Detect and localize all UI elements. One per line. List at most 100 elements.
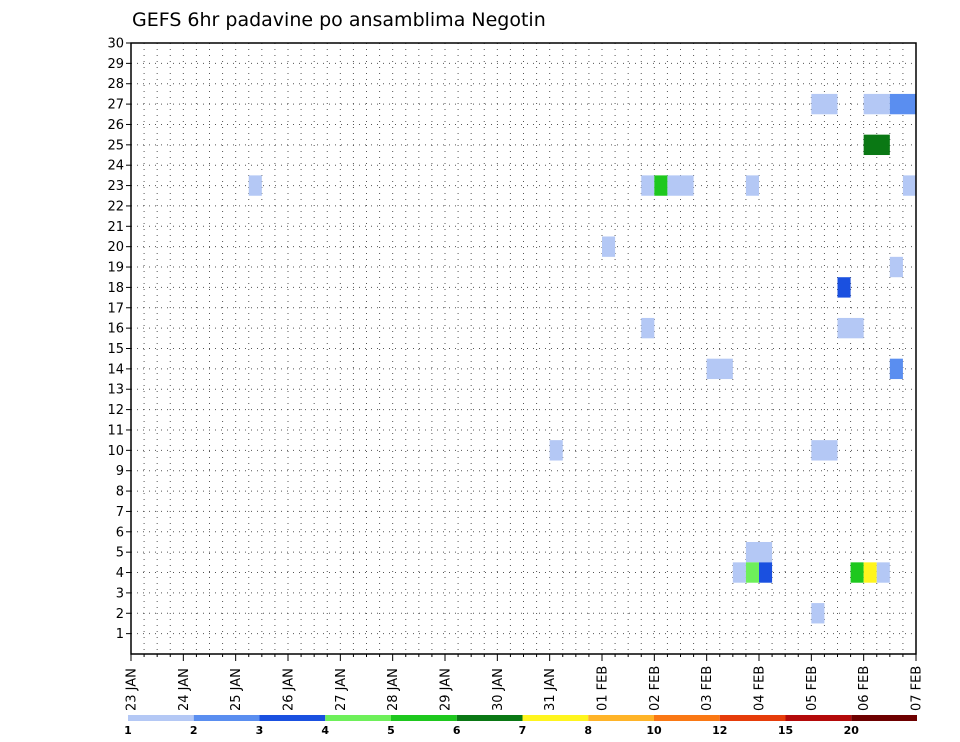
precip-cell	[863, 134, 890, 156]
y-tick-label: 25	[107, 138, 124, 153]
x-tick-label: 01 FEB	[596, 666, 611, 711]
y-tick-label: 13	[107, 383, 124, 398]
precip-cell	[654, 175, 668, 196]
legend-swatch	[128, 715, 194, 721]
legend-label: 15	[778, 724, 793, 737]
y-tick-label: 23	[107, 179, 124, 194]
x-tick-label: 02 FEB	[648, 666, 663, 711]
y-tick-label: 3	[116, 586, 124, 601]
precip-cell	[641, 175, 655, 196]
precip-cell	[732, 562, 746, 583]
precip-cell	[602, 236, 616, 257]
legend-label: 3	[256, 724, 264, 737]
y-tick-label: 28	[107, 77, 124, 92]
y-tick-label: 15	[107, 342, 124, 357]
y-tick-label: 9	[116, 464, 124, 479]
y-axis: 1234567891011121314151617181920212223242…	[107, 37, 131, 642]
x-tick-label: 07 FEB	[910, 666, 925, 711]
x-tick-label: 26 JAN	[282, 668, 297, 711]
legend-label: 1	[124, 724, 132, 737]
y-tick-label: 30	[107, 37, 124, 52]
legend-label: 6	[453, 724, 461, 737]
x-tick-label: 27 JAN	[334, 668, 349, 711]
precip-cell	[759, 562, 773, 583]
x-tick-label: 28 JAN	[386, 668, 401, 711]
precip-cell	[811, 440, 838, 461]
y-tick-label: 4	[116, 566, 124, 581]
x-tick-label: 24 JAN	[177, 668, 192, 711]
precip-cell	[876, 562, 890, 583]
precip-cell	[837, 317, 864, 339]
y-tick-label: 24	[107, 159, 124, 174]
legend-swatch	[325, 715, 391, 721]
legend-label: 5	[387, 724, 395, 737]
legend-label: 12	[712, 724, 727, 737]
precip-cell	[902, 175, 916, 196]
legend-swatch	[654, 715, 720, 721]
precip-cell	[248, 175, 262, 196]
legend-label: 10	[646, 724, 662, 737]
y-tick-label: 16	[107, 322, 124, 337]
y-tick-label: 14	[107, 362, 124, 377]
legend-label: 4	[321, 724, 329, 737]
y-tick-label: 29	[107, 57, 124, 72]
y-tick-label: 6	[116, 525, 124, 540]
legend-swatch	[588, 715, 654, 721]
y-tick-label: 26	[107, 118, 124, 133]
grid-lines	[131, 42, 916, 654]
x-tick-label: 30 JAN	[491, 668, 506, 711]
y-tick-label: 7	[116, 505, 124, 520]
y-tick-label: 12	[107, 403, 124, 418]
precip-cell	[549, 440, 563, 461]
legend-swatch	[456, 715, 523, 721]
legend-label: 8	[584, 724, 592, 737]
legend-swatch	[391, 715, 457, 721]
y-tick-label: 19	[107, 261, 124, 276]
precip-cell	[706, 358, 733, 380]
legend-label: 20	[844, 724, 860, 737]
legend-swatch	[851, 715, 917, 721]
legend-label: 7	[519, 724, 527, 737]
y-tick-label: 11	[107, 423, 124, 438]
x-tick-label: 06 FEB	[857, 666, 872, 711]
legend-swatch	[193, 715, 260, 721]
precip-cell	[745, 541, 773, 563]
precip-cell	[863, 93, 890, 115]
precip-cell	[850, 562, 864, 583]
precip-cell	[889, 358, 903, 380]
precip-cell	[889, 93, 916, 115]
plot-frame	[130, 42, 917, 655]
x-axis: 23 JAN 24 JAN 25 JAN 26 JAN 27 JAN 28 JAN 29 J…	[125, 654, 925, 711]
y-tick-label: 20	[107, 240, 124, 255]
x-tick-label: 23 JAN	[125, 668, 140, 711]
y-tick-label: 10	[107, 444, 124, 459]
precip-cell	[745, 175, 759, 196]
y-tick-label: 18	[107, 281, 124, 296]
y-tick-label: 1	[116, 627, 124, 642]
y-tick-label: 2	[116, 607, 124, 622]
x-tick-label: 04 FEB	[753, 666, 768, 711]
legend-swatch	[522, 715, 589, 721]
x-tick-label: 29 JAN	[439, 668, 454, 711]
precip-cell	[745, 562, 759, 583]
x-tick-label: 25 JAN	[229, 668, 244, 711]
precip-cell	[863, 562, 877, 583]
precipitation-cells	[248, 93, 916, 624]
precip-cell	[811, 603, 825, 624]
x-tick-label: 05 FEB	[805, 666, 820, 711]
chart-title: GEFS 6hr padavine po ansamblima Negotin	[132, 9, 546, 31]
precip-cell	[667, 175, 694, 196]
y-tick-label: 8	[116, 485, 124, 500]
legend-swatch	[785, 715, 852, 721]
y-tick-label: 27	[107, 98, 124, 113]
legend-swatch	[719, 715, 786, 721]
precip-cell	[811, 93, 838, 115]
x-tick-label: 31 JAN	[543, 668, 558, 711]
legend-swatch	[259, 715, 326, 721]
precip-cell	[889, 256, 903, 278]
precip-cell	[837, 277, 851, 298]
x-tick-label: 03 FEB	[700, 666, 715, 711]
y-tick-label: 17	[107, 301, 124, 316]
y-tick-label: 22	[107, 199, 124, 214]
